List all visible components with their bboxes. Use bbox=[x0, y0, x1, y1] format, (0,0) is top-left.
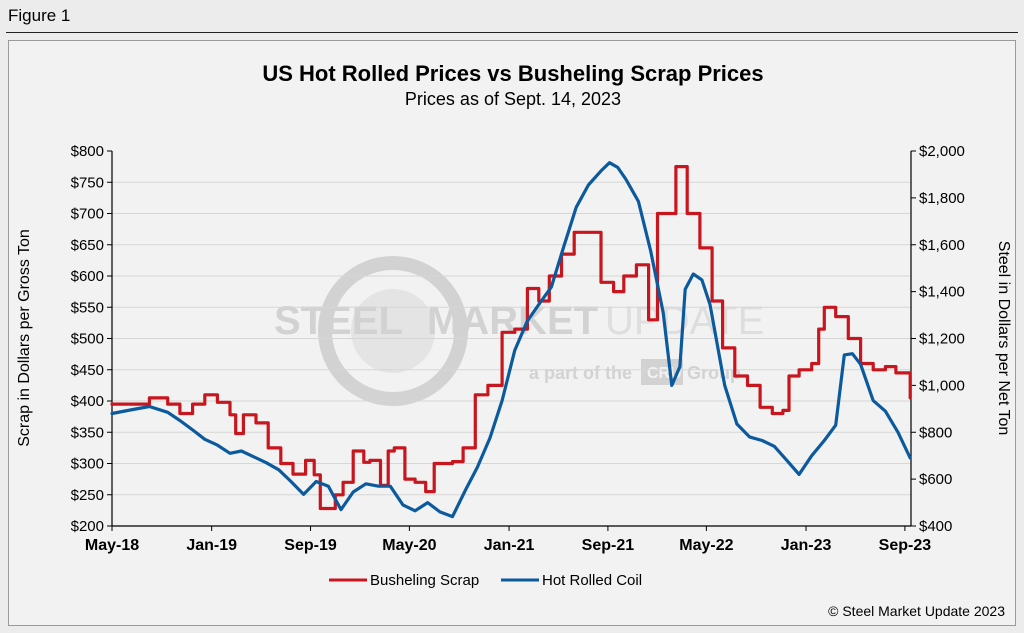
watermark-tagline-a: a part of the bbox=[529, 363, 632, 383]
y-tick-label-left: $550 bbox=[71, 299, 104, 316]
chart-svg: STEEL MARKET UPDATE a part of the CRU Gr… bbox=[16, 61, 1012, 619]
watermark-text-market: MARKET bbox=[427, 299, 598, 343]
y-tick-label-left: $600 bbox=[71, 268, 104, 285]
chart-subtitle: Prices as of Sept. 14, 2023 bbox=[405, 89, 621, 109]
x-tick-label: Jan-23 bbox=[781, 537, 832, 554]
y-tick-label-left: $500 bbox=[71, 331, 104, 348]
y-axis-label-left: Scrap in Dollars per Gross Ton bbox=[16, 229, 33, 447]
y-tick-label-left: $750 bbox=[71, 174, 104, 191]
x-tick-label: Sep-19 bbox=[284, 537, 337, 554]
legend-label-scrap: Busheling Scrap bbox=[370, 572, 479, 589]
figure-label: Figure 1 bbox=[8, 6, 71, 25]
y-tick-label-right: $1,000 bbox=[919, 377, 965, 394]
tick-labels: $200 $250 $300 $350 $400 $450 $500 $550 $600 $650… bbox=[71, 143, 965, 554]
y-tick-label-left: $650 bbox=[71, 237, 104, 254]
chart-title: US Hot Rolled Prices vs Busheling Scrap … bbox=[262, 61, 763, 86]
x-tick-label: May-20 bbox=[382, 537, 436, 554]
figure-divider bbox=[6, 32, 1018, 33]
copyright-text: © Steel Market Update 2023 bbox=[828, 603, 1005, 619]
series-lines bbox=[110, 161, 912, 519]
y-tick-label-right: $1,600 bbox=[919, 237, 965, 254]
y-tick-label-right: $1,200 bbox=[919, 331, 965, 348]
legend: Busheling Scrap Hot Rolled Coil bbox=[329, 572, 642, 589]
chart-panel: STEEL MARKET UPDATE a part of the CRU Gr… bbox=[8, 40, 1016, 626]
axes bbox=[107, 150, 916, 531]
y-tick-label-left: $300 bbox=[71, 456, 104, 473]
y-tick-label-right: $600 bbox=[919, 471, 952, 488]
x-tick-label: Sep-23 bbox=[879, 537, 932, 554]
y-tick-label-right: $800 bbox=[919, 424, 952, 441]
watermark-tagline-c: Group bbox=[687, 363, 741, 383]
y-tick-label-right: $2,000 bbox=[919, 143, 965, 160]
y-tick-label-right: $1,400 bbox=[919, 284, 965, 301]
y-tick-label-left: $800 bbox=[71, 143, 104, 160]
x-tick-label: Sep-21 bbox=[582, 537, 635, 554]
y-tick-label-right: $400 bbox=[919, 518, 952, 535]
y-tick-label-left: $450 bbox=[71, 362, 104, 379]
watermark-text-steel: STEEL bbox=[274, 299, 403, 343]
y-tick-label-right: $1,800 bbox=[919, 190, 965, 207]
y-tick-label-left: $350 bbox=[71, 424, 104, 441]
x-tick-label: Jan-21 bbox=[484, 537, 535, 554]
watermark-logo: STEEL MARKET UPDATE a part of the CRU Gr… bbox=[274, 256, 764, 406]
y-axis-label-right: Steel in Dollars per Net Ton bbox=[995, 241, 1012, 435]
y-tick-label-left: $200 bbox=[71, 518, 104, 535]
y-tick-label-left: $400 bbox=[71, 393, 104, 410]
x-tick-label: May-18 bbox=[85, 537, 139, 554]
y-tick-label-left: $700 bbox=[71, 206, 104, 223]
x-tick-label: Jan-19 bbox=[186, 537, 237, 554]
x-tick-label: May-22 bbox=[679, 537, 733, 554]
gridlines bbox=[112, 181, 911, 496]
y-tick-label-left: $250 bbox=[71, 487, 104, 504]
legend-label-hrc: Hot Rolled Coil bbox=[542, 572, 642, 589]
series-line-hot-rolled-coil bbox=[110, 161, 912, 519]
series-line-busheling-scrap bbox=[110, 165, 912, 511]
